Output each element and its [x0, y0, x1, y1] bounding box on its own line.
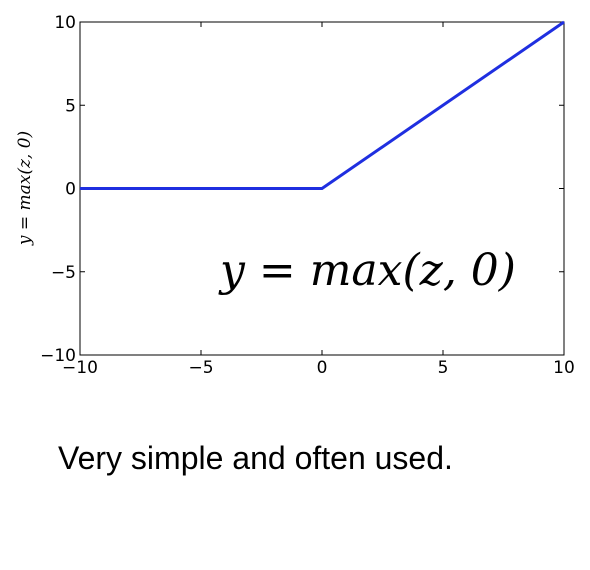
y-tick-label: 5: [65, 96, 76, 116]
y-tick-label: −10: [40, 346, 76, 366]
x-tick-label: −10: [62, 358, 98, 378]
x-tick-label: 0: [317, 358, 328, 378]
x-tick-labels: −10 −5 0 5 10: [62, 358, 575, 378]
x-tick-label: 5: [438, 358, 449, 378]
caption-text: Very simple and often used.: [58, 440, 453, 476]
y-tick-label: −5: [51, 263, 76, 283]
y-tick-label: 0: [65, 180, 76, 200]
function-annotation: y = max(z, 0): [218, 245, 516, 296]
x-tick-label: 10: [553, 358, 575, 378]
relu-line: [80, 20, 565, 190]
relu-chart: −10 −5 0 5 10 −10 −5 0 5 10 y = max(z, 0) y = ma…: [15, 13, 575, 378]
y-tick-labels: −10 −5 0 5 10: [40, 13, 76, 366]
y-axis-label: y = max(z, 0): [15, 131, 35, 246]
x-tick-label: −5: [188, 358, 213, 378]
y-tick-label: 10: [54, 13, 76, 33]
